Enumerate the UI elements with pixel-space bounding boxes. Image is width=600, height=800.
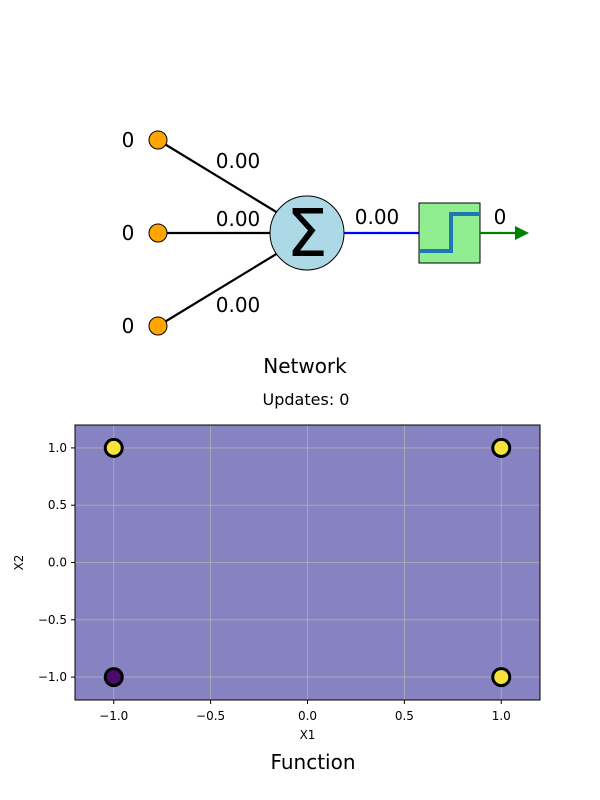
function-plot: −1.0 −0.5 0.0 0.5 1.0 −1.0 −0.5 0.0 0.5 1.0 X1 X2 — [12, 424, 541, 742]
y-axis-label: X2 — [12, 555, 26, 571]
function-title: Function — [270, 750, 355, 774]
input-value-3: 0 — [122, 314, 135, 338]
input-edge-1 — [157, 139, 279, 214]
y-tick-label: 1.0 — [48, 441, 67, 455]
sigma-icon: Σ — [286, 195, 328, 272]
input-node-3 — [148, 316, 168, 336]
sum-node — [269, 195, 345, 271]
input-value-2: 0 — [122, 221, 135, 245]
input-value-1: 0 — [122, 128, 135, 152]
x-tick-label: −0.5 — [196, 709, 225, 723]
y-tick-label: −0.5 — [38, 613, 67, 627]
input-edge-3 — [157, 252, 279, 327]
network-diagram: 0 0 0 0.00 0.00 0.00 0.00 Σ 0 Network — [122, 128, 529, 378]
weight-label-1: 0.00 — [216, 149, 261, 173]
step-function-icon — [420, 212, 479, 253]
output-arrow-head — [515, 226, 529, 240]
weight-label-3: 0.00 — [216, 293, 261, 317]
y-tick-label: 0.5 — [48, 498, 67, 512]
data-point — [106, 670, 121, 685]
x-tick-label: 0.5 — [395, 709, 414, 723]
data-point — [106, 440, 121, 455]
x-tick-label: 1.0 — [492, 709, 511, 723]
y-tick-label: 0.0 — [48, 556, 67, 570]
weight-label-2: 0.00 — [216, 207, 261, 231]
input-node-1 — [148, 130, 168, 150]
y-tick-label: −1.0 — [38, 670, 67, 684]
x-tick-label: −1.0 — [99, 709, 128, 723]
updates-label: Updates: 0 — [263, 390, 350, 409]
sum-output-label: 0.00 — [355, 205, 400, 229]
data-point — [494, 670, 509, 685]
activation-output-label: 0 — [494, 205, 507, 229]
network-title: Network — [263, 354, 347, 378]
data-point — [494, 440, 509, 455]
input-node-2 — [148, 223, 168, 243]
x-tick-label: 0.0 — [298, 709, 317, 723]
x-axis-label: X1 — [300, 728, 316, 742]
